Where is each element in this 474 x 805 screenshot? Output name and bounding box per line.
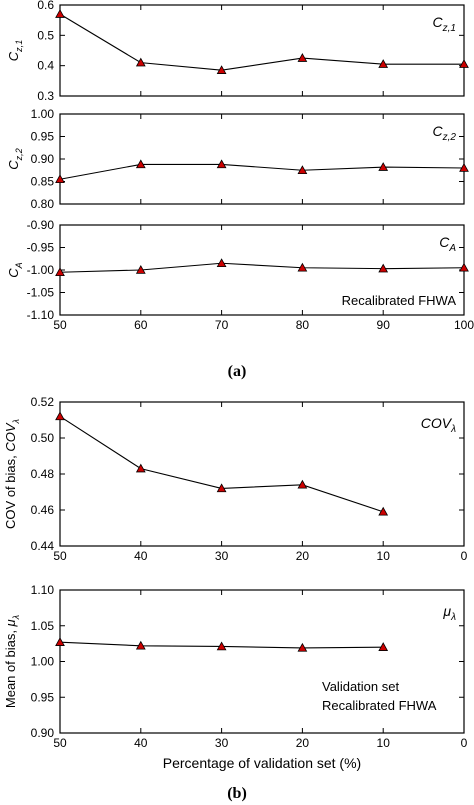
y-tick-label: 0.90 [31, 152, 55, 166]
data-marker [378, 263, 389, 273]
data-marker [297, 479, 308, 489]
series-line [59, 415, 384, 513]
x-tick-label: 50 [53, 736, 67, 750]
y-tick-label: -1.00 [27, 263, 55, 277]
x-tick-label: 40 [134, 549, 148, 563]
x-tick-label: 20 [296, 549, 310, 563]
data-marker [135, 463, 146, 473]
y-tick-label: 0.85 [31, 175, 55, 189]
y-tick-label: 0.46 [31, 503, 55, 517]
data-marker [459, 59, 469, 68]
x-tick-label: 60 [134, 318, 148, 332]
y-tick-label: 0.3 [37, 89, 54, 103]
y-tick-label: 0.52 [31, 395, 55, 409]
y-tick-label: 1.05 [31, 619, 55, 633]
series-line [59, 13, 464, 71]
data-marker [55, 411, 65, 421]
data-marker [297, 262, 308, 272]
y-axis-label: Mean of bias, μλ [3, 615, 21, 708]
plot-frame [59, 113, 465, 205]
y-tick-label: -1.05 [27, 286, 55, 300]
data-marker [459, 262, 469, 272]
chart-panel-1: 0.6 0.5 0.4 0.3 Cz,1 Cz,1 [6, 0, 469, 103]
y-axis-label: Cz,2 [6, 148, 24, 169]
x-tick-label: 90 [377, 318, 391, 332]
y-tick-label: 1.10 [31, 583, 55, 597]
x-tick-label: 20 [296, 736, 310, 750]
data-marker [459, 162, 469, 172]
series-line [59, 163, 465, 180]
x-axis-label: Percentage of validation set (%) [163, 755, 361, 771]
y-tick-label: 0.48 [31, 467, 55, 481]
x-tick-label: 0 [461, 549, 468, 563]
x-tick-label: 30 [215, 736, 229, 750]
data-marker [135, 159, 146, 169]
x-tick-label: 50 [53, 318, 67, 332]
y-tick-label: 1.00 [31, 655, 55, 669]
legend-text: Validation set [322, 679, 399, 694]
y-axis-label: Cz,1 [6, 40, 24, 61]
y-tick-label: 0.5 [37, 28, 54, 42]
panel-annotation: CA [439, 234, 456, 254]
y-tick-label: 0.80 [31, 197, 55, 211]
y-tick-label: 0.4 [37, 59, 54, 73]
y-tick-label: -1.10 [27, 308, 55, 322]
x-tick-label: 100 [454, 318, 474, 332]
data-marker [378, 59, 389, 68]
panel-annotation: μλ [442, 603, 456, 623]
data-marker [55, 174, 65, 184]
data-marker [297, 642, 308, 652]
data-marker [216, 159, 227, 169]
x-tick-label: 30 [215, 549, 229, 563]
y-tick-label: 0.6 [37, 0, 54, 12]
plot-frame [59, 4, 465, 97]
x-tick-label: 70 [215, 318, 229, 332]
panel-annotation: COVλ [421, 415, 456, 435]
series-line [59, 262, 465, 273]
data-marker [297, 53, 308, 62]
x-tick-label: 40 [134, 736, 148, 750]
y-tick-label: -0.95 [27, 241, 55, 255]
panel-annotation: Cz,1 [433, 14, 456, 34]
data-marker [216, 483, 227, 493]
x-tick-label: 50 [53, 549, 67, 563]
data-marker [55, 9, 65, 18]
x-tick-label: 10 [377, 736, 391, 750]
data-marker [378, 162, 389, 171]
legend-text: Recalibrated FHWA [322, 698, 437, 713]
panel-annotation: Cz,2 [433, 123, 457, 143]
y-tick-label: 0.90 [31, 726, 55, 740]
panel-a-label: (a) [228, 363, 247, 380]
data-marker [55, 267, 65, 277]
panel-b-label: (b) [227, 785, 247, 802]
data-marker [135, 57, 146, 67]
plot-frame [59, 401, 465, 547]
data-marker [216, 641, 227, 651]
y-tick-label: -0.90 [27, 218, 55, 232]
y-tick-label: 1.00 [31, 107, 55, 121]
x-tick-label: 0 [461, 736, 468, 750]
data-marker [135, 640, 146, 650]
y-tick-label: 0.95 [31, 130, 55, 144]
y-tick-label: 0.44 [31, 539, 55, 553]
data-marker [216, 65, 227, 74]
chart-panel-2: 1.00 0.95 0.90 0.85 0.80 Cz,2 Cz,2 [6, 107, 469, 211]
data-marker [378, 642, 389, 651]
x-tick-label: 80 [296, 318, 310, 332]
y-tick-label: 0.50 [31, 431, 55, 445]
x-tick-label: 10 [377, 549, 391, 563]
data-marker [297, 165, 308, 175]
legend-text: Recalibrated FHWA [342, 293, 457, 308]
y-tick-label: 0.95 [31, 690, 55, 704]
data-marker [55, 637, 65, 646]
data-marker [378, 506, 389, 516]
y-axis-label: CA [6, 262, 24, 277]
data-marker [216, 258, 227, 268]
y-axis-label: COV of bias, COVλ [3, 419, 21, 529]
data-marker [135, 264, 146, 274]
